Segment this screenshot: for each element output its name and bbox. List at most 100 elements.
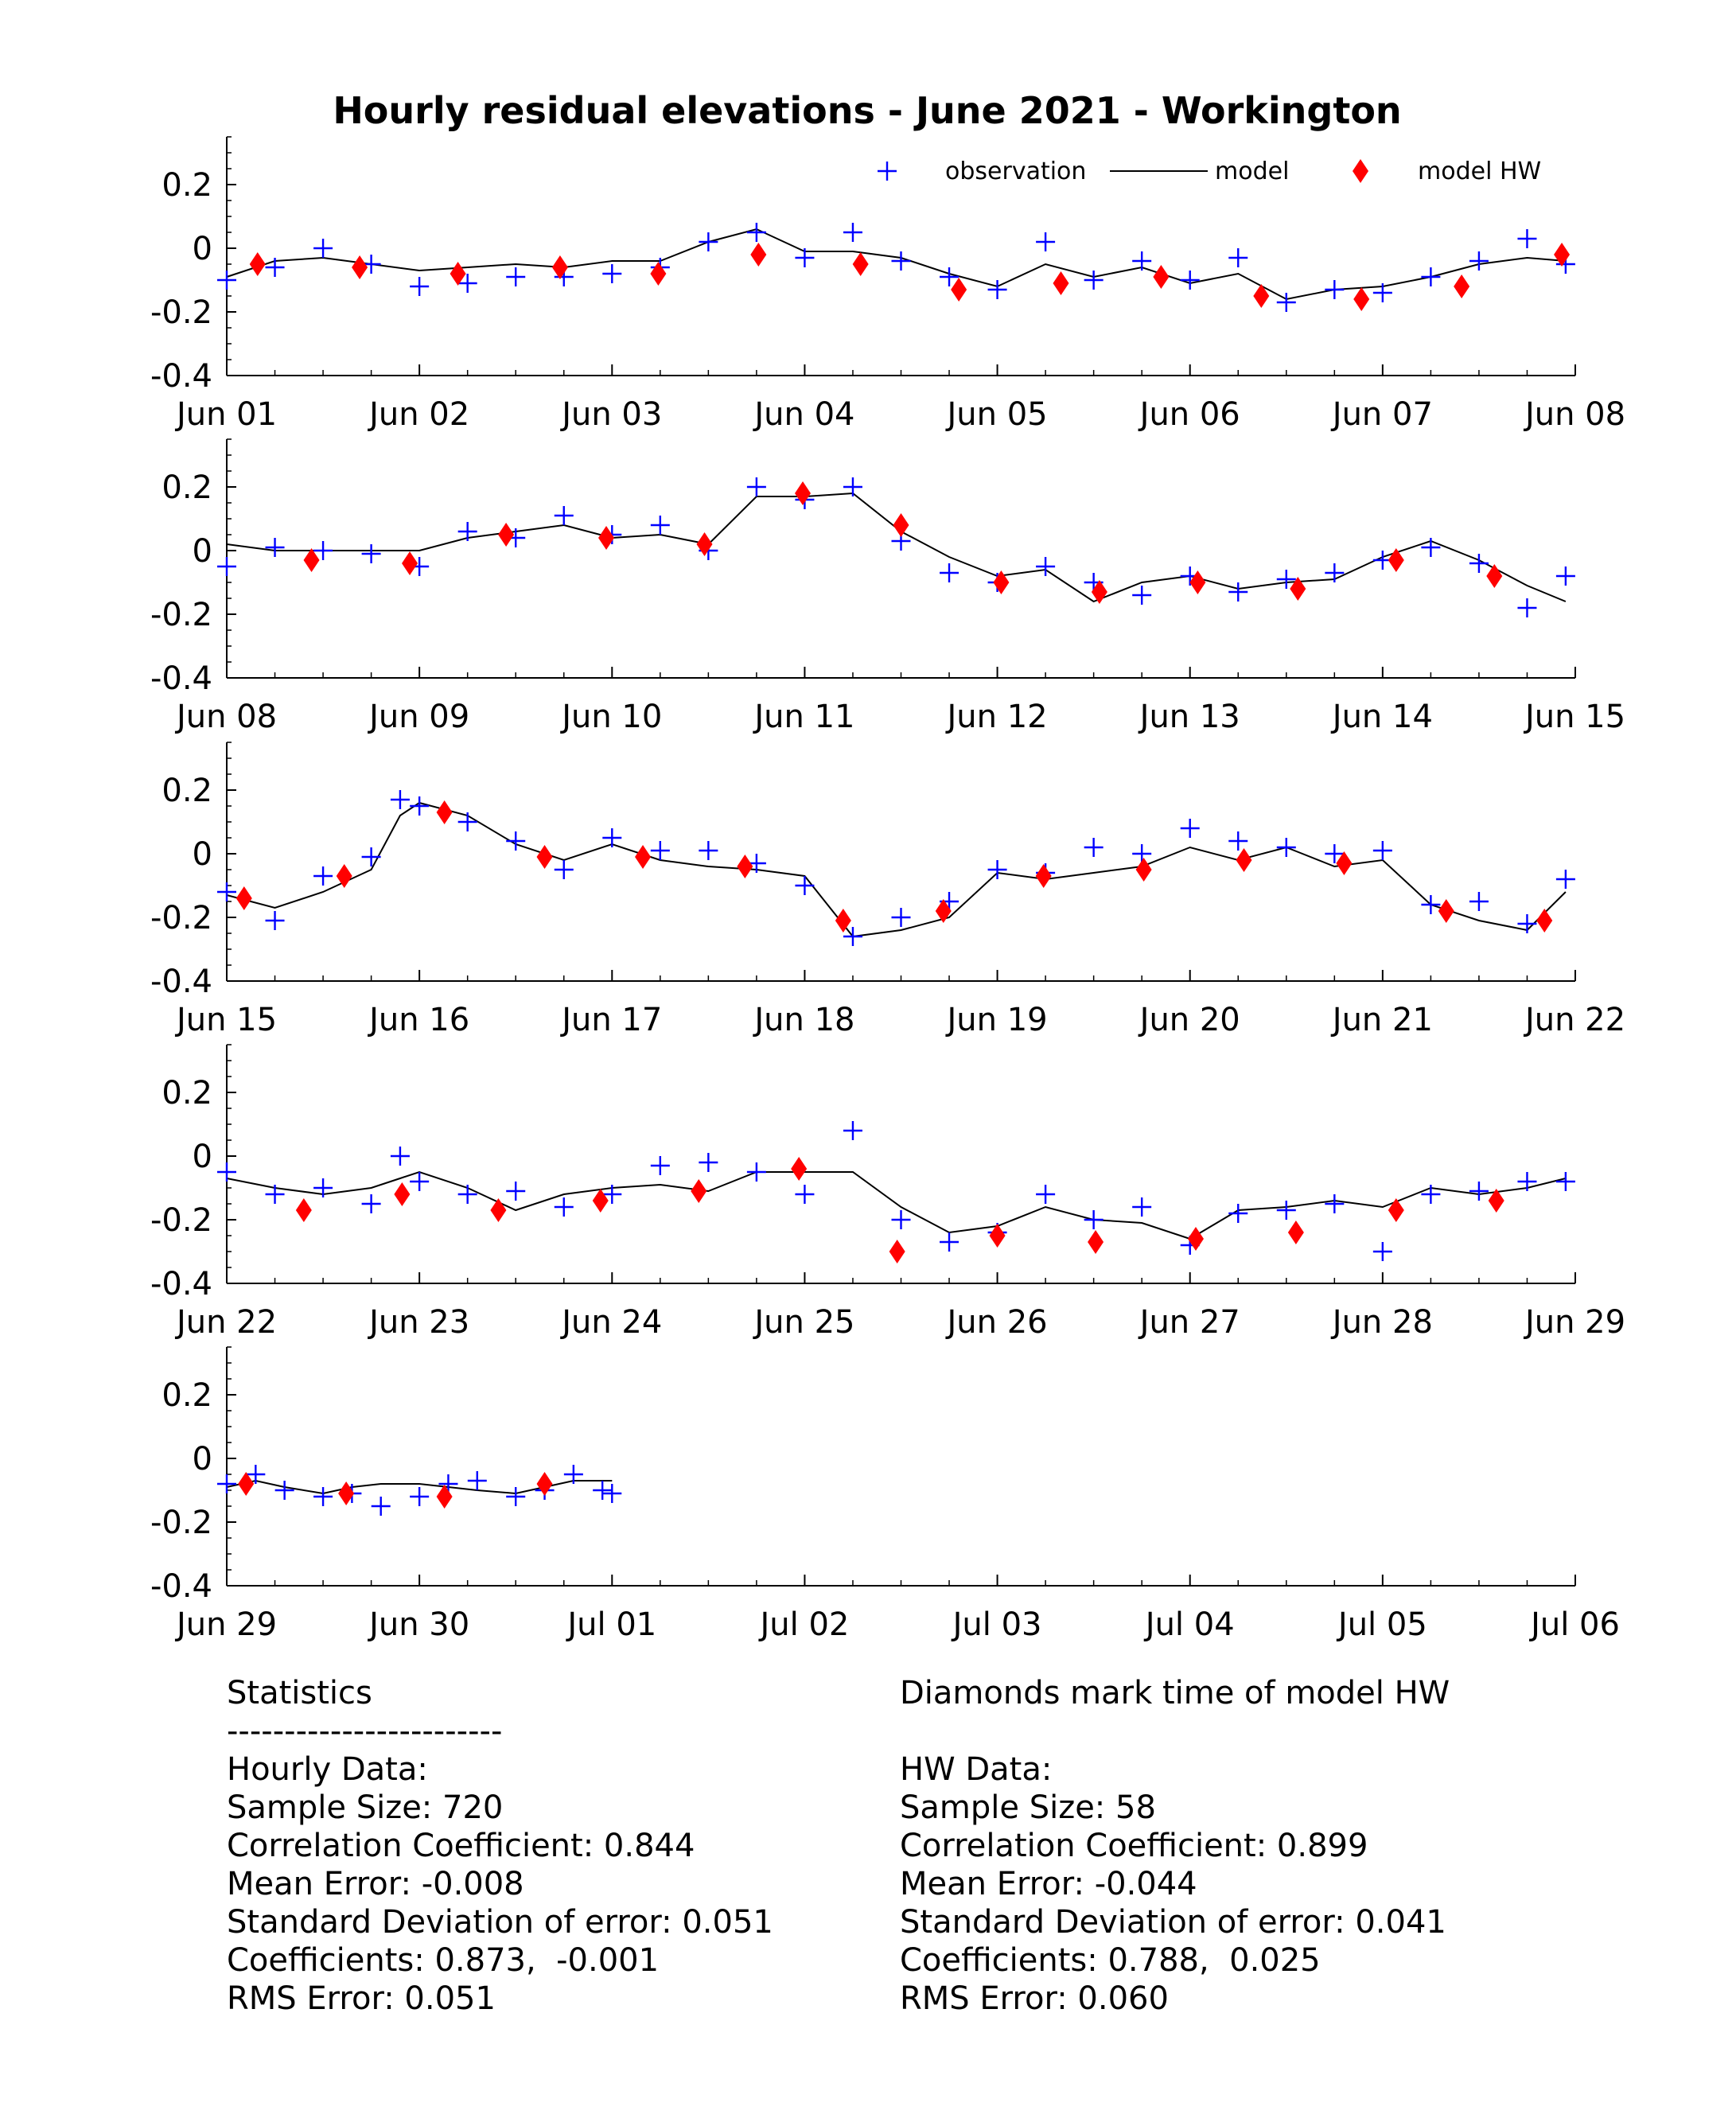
y-tick-label: 0 bbox=[193, 231, 212, 267]
observation-point bbox=[554, 506, 574, 525]
observation-point bbox=[1276, 293, 1296, 312]
stats-rms: RMS Error: 0.060 bbox=[900, 1980, 1169, 2017]
y-tick-label: -0.4 bbox=[150, 358, 212, 395]
observation-point bbox=[1372, 841, 1392, 860]
stats-sample-size: Sample Size: 58 bbox=[900, 1789, 1156, 1826]
y-tick-label: -0.4 bbox=[150, 1266, 212, 1302]
observation-point bbox=[390, 1147, 410, 1166]
x-tick-label: Jun 20 bbox=[1138, 1002, 1240, 1038]
stats-correlation: Correlation Coefficient: 0.899 bbox=[900, 1828, 1368, 1864]
model-hw-point bbox=[989, 1224, 1006, 1248]
y-tick-label: 0.2 bbox=[162, 1075, 212, 1112]
x-tick-label: Jun 13 bbox=[1138, 699, 1240, 735]
observation-point bbox=[265, 258, 285, 277]
x-tick-label: Jun 15 bbox=[1523, 699, 1625, 735]
model-hw-point bbox=[791, 1157, 808, 1181]
observation-point bbox=[940, 563, 959, 582]
model-hw-point bbox=[551, 255, 568, 279]
observation-point bbox=[265, 911, 285, 930]
observation-point bbox=[1228, 1204, 1248, 1223]
model-hw-point bbox=[635, 845, 652, 869]
x-tick-label: Jun 01 bbox=[174, 396, 277, 433]
model-hw-point bbox=[893, 513, 909, 537]
model-hw-point bbox=[1189, 570, 1206, 594]
stats-heading: Diamonds mark time of model HW bbox=[900, 1675, 1450, 1711]
observation-point bbox=[987, 280, 1007, 299]
observation-point bbox=[457, 274, 477, 293]
stats-blank-line bbox=[900, 1712, 1450, 1750]
observation-point bbox=[891, 908, 911, 927]
observation-point bbox=[313, 541, 333, 560]
observation-point bbox=[940, 267, 959, 286]
x-tick-label: Jun 06 bbox=[1138, 396, 1240, 433]
observation-point bbox=[506, 831, 526, 851]
observation-point bbox=[1228, 831, 1248, 851]
observation-point bbox=[410, 1172, 430, 1191]
observation-point bbox=[1036, 557, 1056, 576]
model-hw-point bbox=[436, 1485, 453, 1509]
observation-point bbox=[1132, 251, 1152, 271]
observation-point bbox=[1276, 1201, 1296, 1220]
model-hw-point bbox=[993, 570, 1010, 594]
x-tick-label: Jun 27 bbox=[1138, 1304, 1240, 1341]
x-tick-label: Jul 03 bbox=[951, 1606, 1042, 1643]
model-hw-point bbox=[737, 855, 753, 878]
observation-point bbox=[313, 239, 333, 258]
model-hw-point bbox=[696, 532, 713, 556]
observation-point bbox=[217, 557, 236, 576]
observation-point bbox=[265, 1185, 285, 1204]
observation-point bbox=[457, 1185, 477, 1204]
observation-point bbox=[1084, 1210, 1103, 1229]
model-hw-point bbox=[336, 864, 352, 888]
hw-statistics: Diamonds mark time of model HW HW Data: … bbox=[900, 1674, 1450, 2018]
observation-point bbox=[1555, 870, 1575, 889]
observation-point bbox=[1372, 1242, 1392, 1261]
model-hw-point bbox=[1488, 1189, 1504, 1213]
model-series-line bbox=[226, 1170, 1567, 1240]
observation-point bbox=[1036, 1185, 1056, 1204]
observation-point bbox=[650, 516, 670, 535]
model-hw-point bbox=[338, 1482, 355, 1505]
observation-point bbox=[699, 1153, 718, 1172]
stats-coefficients: Coefficients: 0.873, -0.001 bbox=[227, 1942, 660, 1979]
observation-point bbox=[506, 1487, 526, 1506]
observation-point bbox=[506, 1182, 526, 1201]
legend-observation-label: observation bbox=[945, 158, 1086, 185]
x-tick-label: Jun 29 bbox=[174, 1606, 277, 1643]
stats-sample-size: Sample Size: 720 bbox=[227, 1789, 504, 1826]
stats-mean-error: Mean Error: -0.044 bbox=[900, 1866, 1197, 1902]
observation-point bbox=[1228, 248, 1248, 267]
observation-point bbox=[1132, 844, 1152, 863]
model-hw-point bbox=[238, 1472, 255, 1496]
observation-point bbox=[1555, 1172, 1575, 1191]
x-tick-label: Jun 04 bbox=[752, 396, 854, 433]
stats-std-dev: Standard Deviation of error: 0.051 bbox=[227, 1904, 773, 1941]
x-tick-label: Jun 11 bbox=[752, 699, 854, 735]
observation-point bbox=[246, 1465, 266, 1484]
observation-point bbox=[361, 1194, 381, 1213]
observation-point bbox=[1180, 819, 1200, 838]
y-tick-label: -0.2 bbox=[150, 1202, 212, 1239]
x-tick-label: Jun 17 bbox=[559, 1002, 662, 1038]
model-hw-point bbox=[1153, 265, 1170, 289]
observation-point bbox=[410, 277, 430, 296]
observation-point bbox=[1228, 582, 1248, 602]
model-hw-point bbox=[436, 800, 453, 824]
x-tick-label: Jul 02 bbox=[757, 1606, 849, 1643]
model-series-line bbox=[226, 1479, 613, 1495]
model-hw-point bbox=[450, 262, 466, 286]
observation-point bbox=[602, 1185, 622, 1204]
observation-point bbox=[274, 1481, 294, 1500]
model-hw-point bbox=[1554, 243, 1571, 267]
observation-point bbox=[1372, 283, 1392, 302]
model-hw-point bbox=[1454, 274, 1470, 298]
observation-point bbox=[313, 1178, 333, 1197]
observation-point bbox=[795, 248, 815, 267]
observation-point bbox=[506, 267, 526, 286]
observation-point bbox=[891, 251, 911, 271]
observation-point bbox=[1421, 1185, 1441, 1204]
x-tick-label: Jun 03 bbox=[559, 396, 662, 433]
observation-point bbox=[795, 876, 815, 895]
